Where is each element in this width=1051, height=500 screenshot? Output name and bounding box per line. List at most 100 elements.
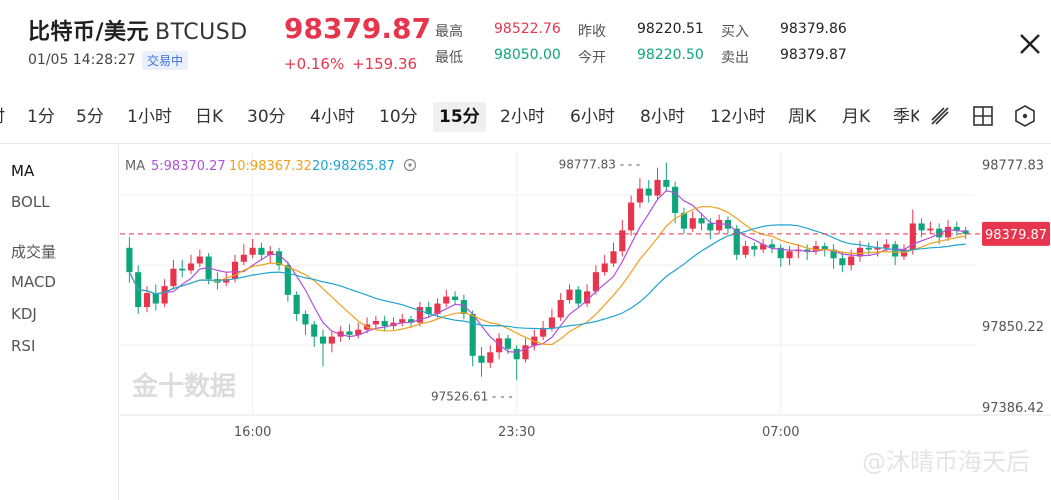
tab-2hour[interactable]: 2小时: [500, 107, 545, 127]
tab-time[interactable]: 时: [0, 102, 5, 132]
y-tick-label: 97386.42: [982, 401, 1044, 416]
tab-month[interactable]: 月K: [842, 107, 871, 127]
tab-12hour[interactable]: 12小时: [710, 107, 766, 127]
high-value: 98522.76: [494, 21, 561, 37]
candle-body: [319, 336, 327, 344]
ma-settings-icon[interactable]: [403, 158, 417, 172]
candle-body: [645, 188, 652, 196]
tab-quarter[interactable]: 季K: [893, 107, 919, 127]
current-price-tag: [982, 221, 1050, 246]
candle-body: [733, 228, 740, 255]
indicator-kdj[interactable]: KDJ: [11, 305, 37, 323]
sidebar-divider: [118, 146, 119, 500]
candle-body: [328, 336, 335, 344]
candle-body: [566, 289, 573, 301]
instrument-title: 比特币/美元 BTCUSD: [28, 14, 248, 46]
indicator-macd[interactable]: MACD: [11, 273, 56, 291]
tab-day[interactable]: 日K: [195, 107, 224, 127]
close-icon[interactable]: [1016, 30, 1044, 58]
prev-close-label: 昨收: [578, 24, 606, 40]
drawing-tool-icon[interactable]: [928, 104, 952, 128]
candle-body: [443, 296, 450, 304]
candle-body: [231, 261, 239, 280]
candle-body: [548, 317, 555, 328]
candle-body: [284, 265, 291, 295]
quote-header: 比特币/美元 BTCUSD 01/05 14:28:27 交易中 98379.87…: [0, 0, 1051, 88]
candle-body: [909, 223, 916, 250]
instrument-symbol: BTCUSD: [155, 20, 248, 45]
candle-body: [636, 188, 644, 203]
candle-body: [856, 247, 864, 257]
candle-body: [372, 320, 379, 325]
candle-body: [751, 246, 758, 250]
watermark-text: 金十数据: [131, 371, 236, 402]
candle-body: [425, 307, 432, 314]
bid-value: 98379.86: [780, 21, 847, 37]
candle-body: [302, 313, 309, 325]
tab-1hour[interactable]: 1小时: [127, 107, 172, 127]
x-tick-label: 23:30: [498, 425, 535, 440]
candle-body: [355, 329, 362, 335]
candle-body: [187, 263, 195, 271]
tabs-divider: [0, 143, 1051, 144]
candle-body: [196, 256, 203, 264]
candle-body: [812, 246, 820, 252]
candle-body: [610, 251, 617, 264]
indicator-volume[interactable]: 成交量: [11, 243, 57, 261]
candle-body: [760, 244, 767, 250]
candle-body: [865, 247, 872, 250]
grid-layout-icon[interactable]: [971, 104, 995, 128]
candle-body: [434, 303, 441, 314]
max-price-marker: 98777.83 - - -: [559, 158, 641, 172]
candle-body: [777, 247, 784, 259]
y-tick-label: 97850.22: [982, 320, 1044, 335]
ma10-line: [128, 206, 966, 346]
candle-body: [874, 247, 881, 250]
last-price: 98379.87: [284, 12, 432, 45]
tab-30min[interactable]: 30分: [247, 107, 286, 127]
tab-8hour[interactable]: 8小时: [640, 107, 685, 127]
instrument-name: 比特币/美元: [28, 20, 150, 45]
candle-body: [716, 219, 723, 231]
candle-body: [698, 218, 705, 224]
candle-body: [883, 244, 890, 248]
min-price-marker: 97526.61 - - -: [431, 389, 513, 403]
indicator-boll[interactable]: BOLL: [11, 193, 50, 211]
x-tick-label: 16:00: [234, 425, 271, 440]
price-up-arrow-icon: ↑: [398, 16, 414, 37]
indicator-rsi[interactable]: RSI: [11, 337, 36, 355]
candle-body: [707, 223, 714, 231]
candle-body: [804, 249, 811, 252]
tab-10min[interactable]: 10分: [379, 107, 418, 127]
indicator-sidebar: MA BOLL 成交量 MACD KDJ RSI: [0, 150, 118, 500]
open-label: 今开: [578, 50, 606, 66]
indicator-ma[interactable]: MA: [11, 162, 35, 180]
candle-body: [179, 268, 186, 271]
candle-body: [223, 279, 230, 283]
candle-body: [575, 289, 582, 304]
candle-body: [557, 300, 564, 318]
watermark-author: @沐晴币海天后: [862, 448, 1030, 476]
tab-15min[interactable]: 15分: [433, 102, 486, 132]
tab-4hour[interactable]: 4小时: [310, 107, 355, 127]
bid-label: 买入: [721, 24, 749, 40]
tab-1min[interactable]: 1分: [27, 107, 55, 127]
low-value: 98050.00: [494, 47, 561, 63]
tab-6hour[interactable]: 6小时: [570, 107, 615, 127]
candle-body: [839, 258, 846, 266]
tab-week[interactable]: 周K: [788, 107, 817, 127]
candle-body: [416, 307, 423, 323]
candle-body: [522, 345, 529, 360]
candle-body: [469, 313, 476, 356]
candle-body: [152, 293, 159, 304]
candle-body: [487, 352, 494, 363]
tab-5min[interactable]: 5分: [76, 107, 104, 127]
y-tick-label: 98777.83: [982, 159, 1044, 174]
hexagon-settings-icon[interactable]: [1013, 104, 1037, 128]
ma20-line: [128, 224, 966, 330]
candle-body: [126, 247, 133, 273]
ma-legend-label: MA: [125, 159, 145, 174]
candle-body: [680, 212, 688, 229]
high-label: 最高: [435, 24, 463, 40]
